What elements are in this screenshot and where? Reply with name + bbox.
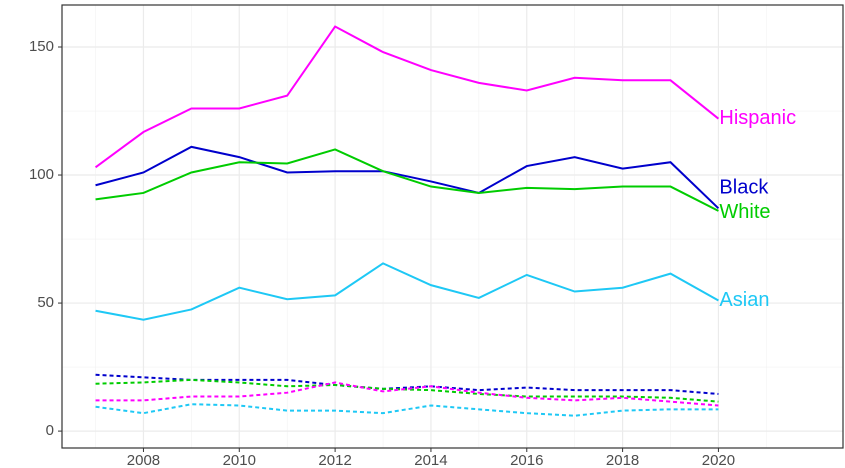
x-tick-label: 2016 <box>510 452 543 468</box>
series-label: White <box>719 201 770 223</box>
y-tick-label: 150 <box>29 38 54 55</box>
y-tick-label: 0 <box>46 422 54 439</box>
series-line <box>94 25 720 169</box>
series-line <box>95 145 720 210</box>
x-tick-label: 2008 <box>127 452 160 468</box>
x-tick-label: 2020 <box>702 452 735 468</box>
series-label: Black <box>719 177 769 199</box>
x-tick-label: 2014 <box>414 452 447 468</box>
series-label: Hispanic <box>719 107 796 129</box>
x-tick-label: 2010 <box>223 452 256 468</box>
panel-border <box>61 4 844 449</box>
series-line <box>95 148 719 212</box>
x-tick-label: 2018 <box>606 452 639 468</box>
y-tick-label: 100 <box>29 166 54 183</box>
series-line <box>95 378 719 403</box>
grid <box>62 5 843 448</box>
series-line <box>95 373 719 395</box>
series-line <box>95 262 719 321</box>
series-label: Asian <box>719 289 769 311</box>
series-line <box>95 403 719 417</box>
y-tick-label: 50 <box>37 294 54 311</box>
series-line <box>95 381 719 407</box>
x-tick-label: 2012 <box>318 452 351 468</box>
